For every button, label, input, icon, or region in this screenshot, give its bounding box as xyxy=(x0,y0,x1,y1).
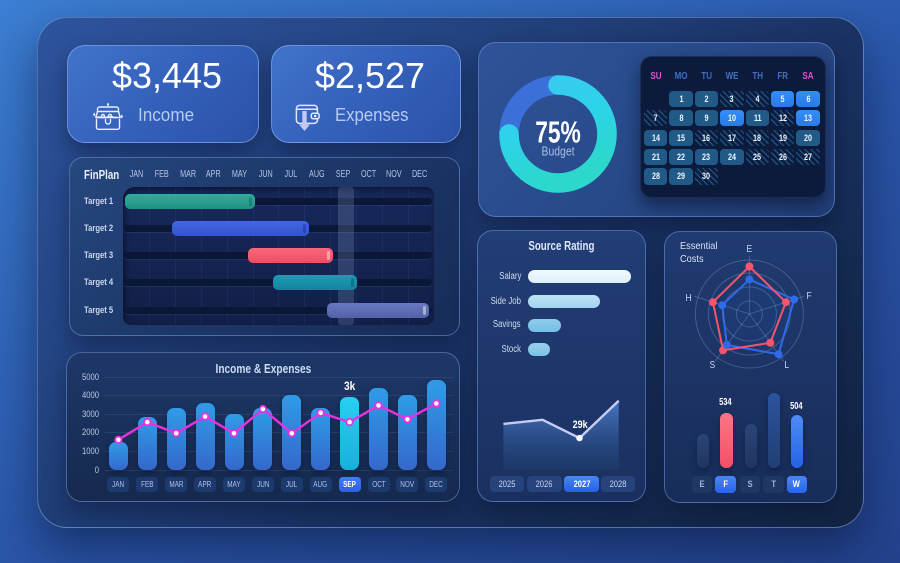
svg-text:Budget: Budget xyxy=(541,143,574,158)
svg-text:75%: 75% xyxy=(535,114,581,149)
